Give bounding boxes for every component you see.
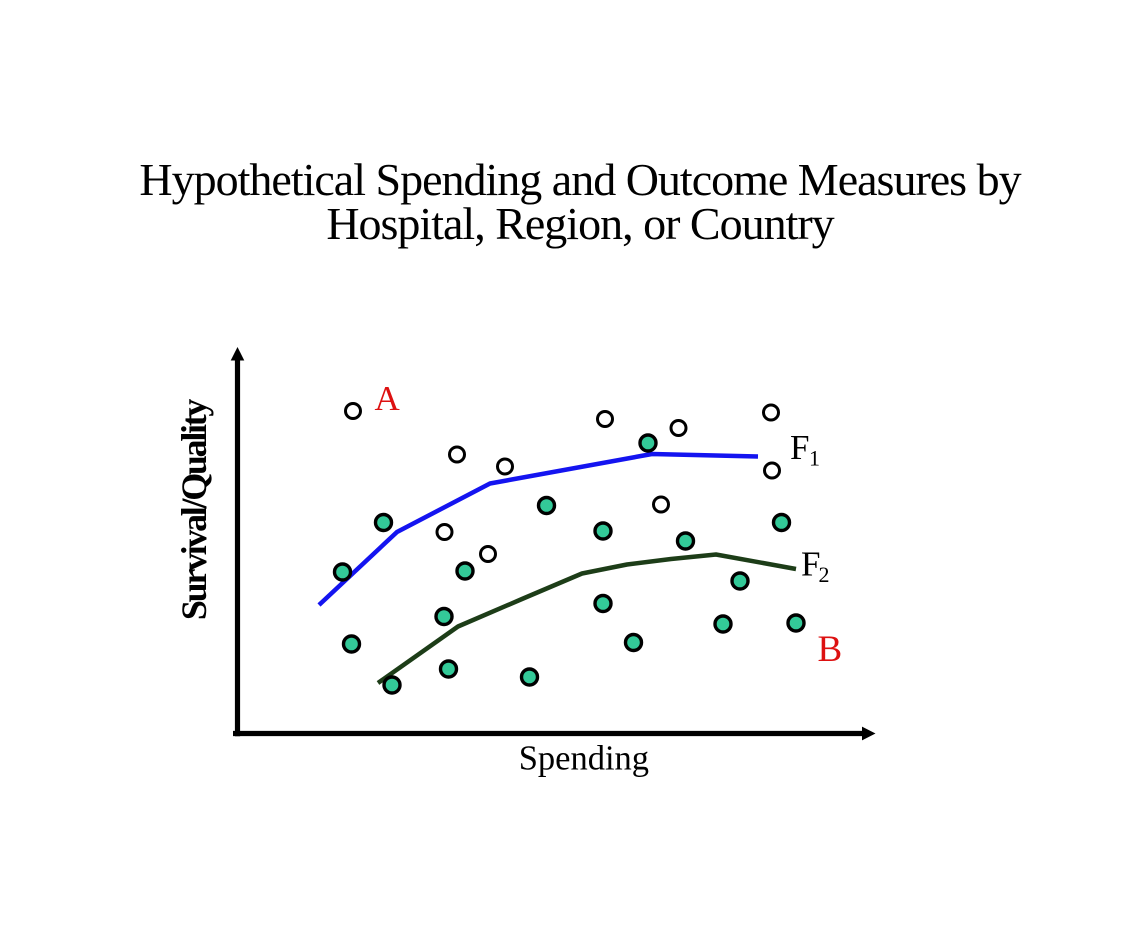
svg-text:Spending: Spending bbox=[519, 740, 649, 778]
svg-text:B: B bbox=[818, 629, 843, 670]
svg-text:F: F bbox=[801, 545, 820, 584]
svg-text:2: 2 bbox=[819, 562, 830, 587]
svg-text:A: A bbox=[375, 379, 401, 418]
svg-text:F: F bbox=[790, 428, 809, 467]
svg-text:1: 1 bbox=[809, 446, 820, 471]
svg-text:Survival/Quality: Survival/Quality bbox=[174, 399, 214, 621]
